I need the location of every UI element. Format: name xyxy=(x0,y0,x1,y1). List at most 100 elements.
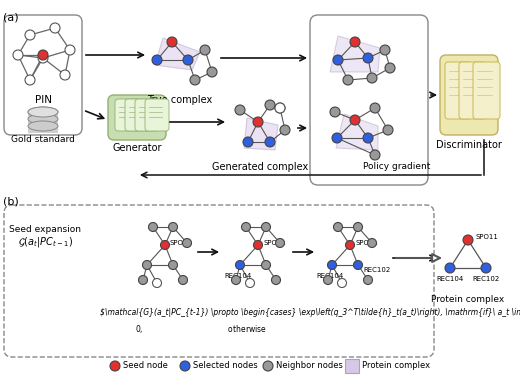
Text: True complex: True complex xyxy=(147,95,213,105)
Text: Protein complex: Protein complex xyxy=(362,362,430,371)
Circle shape xyxy=(253,117,263,127)
Circle shape xyxy=(363,53,373,63)
Text: REC104: REC104 xyxy=(224,273,252,279)
Circle shape xyxy=(25,30,35,40)
Circle shape xyxy=(262,260,270,269)
Circle shape xyxy=(350,37,360,47)
Text: REC104: REC104 xyxy=(316,273,344,279)
Circle shape xyxy=(385,63,395,73)
Circle shape xyxy=(138,276,148,285)
Circle shape xyxy=(276,238,284,247)
Circle shape xyxy=(60,70,70,80)
Circle shape xyxy=(333,222,343,232)
Circle shape xyxy=(370,103,380,113)
Text: (a): (a) xyxy=(3,12,19,22)
Circle shape xyxy=(231,276,240,285)
Circle shape xyxy=(183,55,193,65)
Circle shape xyxy=(178,276,188,285)
Circle shape xyxy=(38,53,48,63)
Polygon shape xyxy=(155,38,200,70)
Circle shape xyxy=(38,50,48,60)
FancyBboxPatch shape xyxy=(28,126,58,133)
FancyBboxPatch shape xyxy=(4,15,82,135)
Circle shape xyxy=(265,137,275,147)
FancyBboxPatch shape xyxy=(473,62,500,119)
Circle shape xyxy=(161,241,170,249)
Text: REC102: REC102 xyxy=(472,276,500,282)
Circle shape xyxy=(481,263,491,273)
FancyBboxPatch shape xyxy=(115,99,139,131)
Text: Gold standard: Gold standard xyxy=(11,135,75,144)
FancyBboxPatch shape xyxy=(445,62,472,119)
Circle shape xyxy=(149,222,158,232)
Text: Neighbor nodes: Neighbor nodes xyxy=(276,362,343,371)
Ellipse shape xyxy=(28,114,58,124)
Text: Seed node: Seed node xyxy=(123,362,168,371)
Circle shape xyxy=(263,361,273,371)
Circle shape xyxy=(167,37,177,47)
Text: SPO11: SPO11 xyxy=(263,240,286,246)
Ellipse shape xyxy=(28,107,58,117)
Circle shape xyxy=(323,276,332,285)
Circle shape xyxy=(368,238,376,247)
FancyBboxPatch shape xyxy=(125,99,149,131)
Polygon shape xyxy=(244,118,278,150)
FancyBboxPatch shape xyxy=(28,119,58,126)
Circle shape xyxy=(280,125,290,135)
Circle shape xyxy=(363,133,373,143)
Circle shape xyxy=(354,260,362,269)
Circle shape xyxy=(345,241,355,249)
Circle shape xyxy=(380,45,390,55)
Circle shape xyxy=(183,238,191,247)
Text: $\mathcal{G}(a_t|PC_{t-1})$: $\mathcal{G}(a_t|PC_{t-1})$ xyxy=(18,235,72,249)
Circle shape xyxy=(241,222,251,232)
Circle shape xyxy=(383,125,393,135)
Text: Policy gradient: Policy gradient xyxy=(362,162,430,171)
Text: SPO11: SPO11 xyxy=(170,240,193,246)
Circle shape xyxy=(367,73,377,83)
Circle shape xyxy=(13,50,23,60)
Circle shape xyxy=(328,260,336,269)
FancyBboxPatch shape xyxy=(28,112,58,119)
Circle shape xyxy=(25,75,35,85)
Text: REC102: REC102 xyxy=(363,267,390,273)
Circle shape xyxy=(265,100,275,110)
Text: (b): (b) xyxy=(3,197,19,207)
Circle shape xyxy=(337,279,346,288)
FancyBboxPatch shape xyxy=(310,15,428,185)
Circle shape xyxy=(350,115,360,125)
Circle shape xyxy=(343,75,353,85)
Polygon shape xyxy=(330,36,380,72)
Circle shape xyxy=(363,276,372,285)
Circle shape xyxy=(207,67,217,77)
Circle shape xyxy=(236,260,244,269)
FancyBboxPatch shape xyxy=(108,95,166,140)
Text: Generated complex: Generated complex xyxy=(212,162,308,172)
Text: Selected nodes: Selected nodes xyxy=(193,362,258,371)
FancyBboxPatch shape xyxy=(440,55,498,135)
Circle shape xyxy=(142,260,151,269)
Circle shape xyxy=(333,55,343,65)
Circle shape xyxy=(168,260,177,269)
Text: $\mathcal{G}(a_t|PC_{t-1}) \propto \begin{cases} \exp\left(q_3^T\tilde{h}_t(a_t): $\mathcal{G}(a_t|PC_{t-1}) \propto \begi… xyxy=(100,308,520,317)
Circle shape xyxy=(330,107,340,117)
Circle shape xyxy=(152,279,162,288)
Polygon shape xyxy=(336,114,378,150)
FancyBboxPatch shape xyxy=(135,99,159,131)
Circle shape xyxy=(463,235,473,245)
Circle shape xyxy=(180,361,190,371)
Circle shape xyxy=(110,361,120,371)
Text: Protein complex: Protein complex xyxy=(432,295,504,304)
Circle shape xyxy=(354,222,362,232)
Circle shape xyxy=(271,276,280,285)
Circle shape xyxy=(332,133,342,143)
FancyBboxPatch shape xyxy=(345,359,359,373)
Circle shape xyxy=(275,103,285,113)
Circle shape xyxy=(235,105,245,115)
Circle shape xyxy=(200,45,210,55)
Text: Generator: Generator xyxy=(112,143,162,153)
Text: Seed expansion: Seed expansion xyxy=(9,225,81,234)
Text: SPO11: SPO11 xyxy=(355,240,378,246)
Circle shape xyxy=(370,150,380,160)
Circle shape xyxy=(243,137,253,147)
